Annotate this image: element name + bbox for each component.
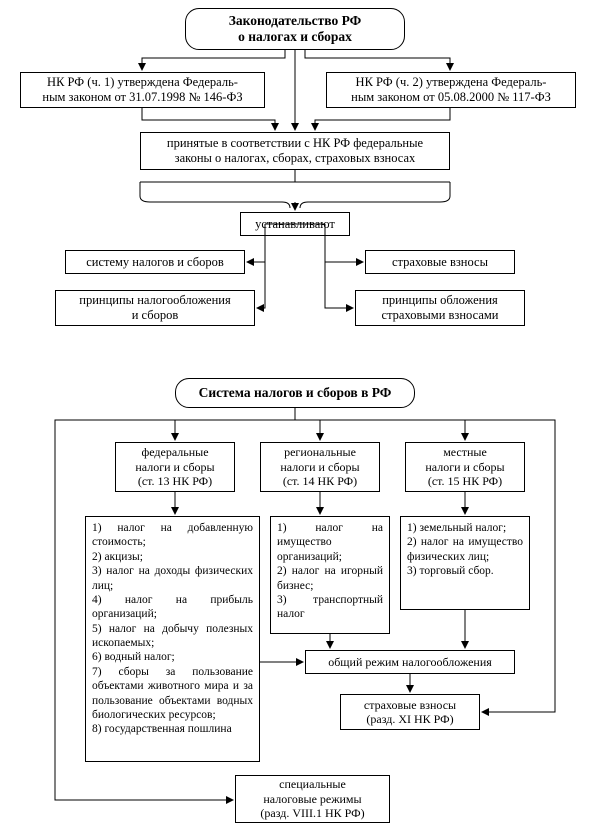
special-regime: специальные налоговые режимы (разд. VIII… xyxy=(235,775,390,823)
tax-principles-text: принципы налогообложения и сборов xyxy=(79,293,230,323)
tax-system: систему налогов и сборов xyxy=(65,250,245,274)
regional-list: 1) налог на имущество организаций; 2) на… xyxy=(270,516,390,634)
insurance: страховые взносы xyxy=(365,250,515,274)
special-regime-text: специальные налоговые режимы (разд. VIII… xyxy=(260,777,364,820)
federal-taxes-text: федеральные налоги и сборы (ст. 13 НК РФ… xyxy=(135,445,214,488)
nk-part2: НК РФ (ч. 2) утверждена Федераль- ным за… xyxy=(326,72,576,108)
ins-contrib2: страховые взносы (разд. XI НК РФ) xyxy=(340,694,480,730)
top-title: Законодательство РФ о налогах и сборах xyxy=(185,8,405,50)
ins-principles-text: принципы обложения страховыми взносами xyxy=(382,293,499,323)
general-regime-text: общий режим налогообложения xyxy=(328,655,492,669)
establish: устанавливают xyxy=(240,212,350,236)
local-taxes-text: местные налоги и сборы (ст. 15 НК РФ) xyxy=(425,445,504,488)
ins-contrib2-text: страховые взносы (разд. XI НК РФ) xyxy=(364,698,456,727)
local-list: 1) земельный налог; 2) налог на имуществ… xyxy=(400,516,530,610)
federal-list: 1) налог на добавленную стоимость; 2) ак… xyxy=(85,516,260,762)
top-title-text: Законодательство РФ о налогах и сборах xyxy=(229,13,362,45)
ins-principles: принципы обложения страховыми взносами xyxy=(355,290,525,326)
section2-title: Система налогов и сборов в РФ xyxy=(175,378,415,408)
local-taxes: местные налоги и сборы (ст. 15 НК РФ) xyxy=(405,442,525,492)
insurance-text: страховые взносы xyxy=(392,255,488,270)
adopted-laws-text: принятые в соответствии с НК РФ федераль… xyxy=(167,136,423,166)
establish-text: устанавливают xyxy=(255,217,335,232)
nk-part1: НК РФ (ч. 1) утверждена Федераль- ным за… xyxy=(20,72,265,108)
adopted-laws: принятые в соответствии с НК РФ федераль… xyxy=(140,132,450,170)
nk-part1-text: НК РФ (ч. 1) утверждена Федераль- ным за… xyxy=(42,75,242,105)
section2-title-text: Система налогов и сборов в РФ xyxy=(199,385,392,401)
tax-principles: принципы налогообложения и сборов xyxy=(55,290,255,326)
regional-taxes: региональные налоги и сборы (ст. 14 НК Р… xyxy=(260,442,380,492)
regional-taxes-text: региональные налоги и сборы (ст. 14 НК Р… xyxy=(280,445,359,488)
federal-list-text: 1) налог на добавленную стоимость; 2) ак… xyxy=(92,522,253,735)
regional-list-text: 1) налог на имущество организаций; 2) на… xyxy=(277,522,383,620)
federal-taxes: федеральные налоги и сборы (ст. 13 НК РФ… xyxy=(115,442,235,492)
general-regime: общий режим налогообложения xyxy=(305,650,515,674)
tax-system-text: систему налогов и сборов xyxy=(86,255,224,270)
local-list-text: 1) земельный налог; 2) налог на имуществ… xyxy=(407,522,523,577)
nk-part2-text: НК РФ (ч. 2) утверждена Федераль- ным за… xyxy=(351,75,551,105)
